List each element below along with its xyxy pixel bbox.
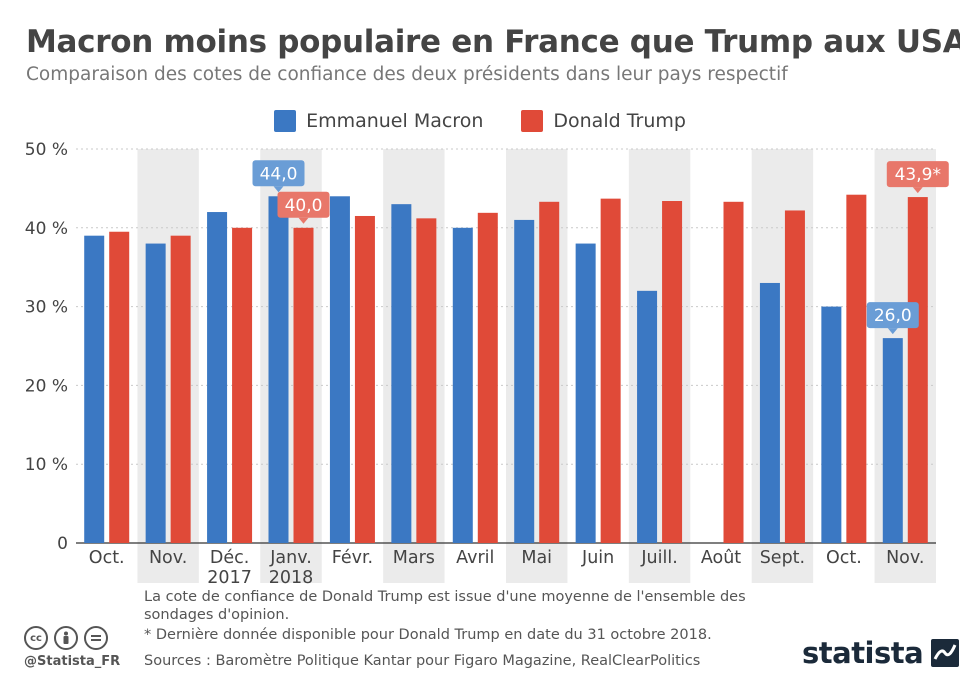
bar-macron — [882, 338, 903, 543]
legend-item-trump: Donald Trump — [521, 110, 686, 132]
x-tick-label: Juin — [581, 548, 614, 568]
x-tick-label: Janv. 2018 — [269, 548, 314, 588]
footnote-asterisk: * Dernière donnée disponible pour Donald… — [144, 627, 712, 643]
bar-macron — [637, 290, 658, 543]
statista-handle: @Statista_FR — [24, 654, 121, 669]
bar-trump — [784, 210, 805, 544]
bar-trump — [354, 215, 375, 544]
bar-macron — [514, 219, 535, 544]
x-tick-label: Sept. — [760, 548, 805, 568]
statista-logo-icon — [931, 639, 960, 667]
bar-macron — [575, 243, 596, 543]
footnote-sources: Sources : Baromètre Politique Kantar pou… — [144, 653, 701, 669]
license-icons: cc — [24, 626, 108, 650]
bar-trump — [539, 201, 560, 543]
footnote-methodology: La cote de confiance de Donald Trump est… — [144, 589, 746, 623]
legend-swatch-macron — [274, 110, 297, 132]
y-tick-label: 40 % — [25, 219, 68, 239]
bar-macron — [84, 235, 105, 543]
nd-icon — [84, 626, 108, 650]
bar-macron — [759, 282, 780, 543]
x-tick-label: Mai — [521, 548, 552, 568]
x-tick-label: Déc. 2017 — [207, 548, 252, 588]
cc-icon: cc — [24, 626, 48, 650]
legend: Emmanuel Macron Donald Trump — [0, 110, 960, 132]
legend-label-trump: Donald Trump — [553, 110, 686, 132]
x-tick-label: Oct. — [89, 548, 125, 568]
by-icon — [54, 626, 78, 650]
x-tick-label: Avril — [456, 548, 494, 568]
legend-swatch-trump — [521, 110, 544, 132]
bar-trump — [723, 201, 744, 543]
data-label: 43,9* — [895, 165, 941, 185]
bar-trump — [109, 231, 130, 544]
y-tick-label: 20 % — [25, 376, 68, 396]
y-tick-label: 30 % — [25, 298, 68, 318]
y-tick-label: 0 — [57, 534, 68, 554]
data-label-pointer — [912, 187, 923, 194]
data-label: 26,0 — [874, 306, 912, 326]
bar-chart: 0 10 % 20 % 30 % 40 % 50 % Oct. Nov. Déc. 2017 Jan… — [25, 140, 949, 588]
bar-macron — [207, 212, 228, 544]
bar-trump — [846, 194, 867, 544]
y-tick-label: 10 % — [25, 455, 68, 475]
bar-trump — [232, 227, 253, 544]
x-tick-label: Nov. — [149, 548, 187, 568]
x-tick-label: Nov. — [886, 548, 924, 568]
bar-macron — [329, 196, 350, 543]
statista-logo[interactable]: statista — [802, 636, 960, 670]
data-label-pointer — [273, 186, 284, 193]
data-label-box — [866, 302, 919, 329]
data-label-box — [277, 191, 330, 218]
chart-subtitle: Comparaison des cotes de confiance des d… — [26, 64, 788, 85]
chart-title: Macron moins populaire en France que Tru… — [26, 24, 960, 60]
x-tick-label: Oct. — [826, 548, 862, 568]
bar-trump — [416, 218, 437, 543]
statista-logo-text: statista — [802, 636, 924, 670]
data-label-pointer — [298, 217, 309, 224]
x-tick-label: Mars — [393, 548, 435, 568]
y-tick-label: 50 % — [25, 140, 68, 160]
data-label-box — [252, 160, 305, 187]
bar-trump — [600, 198, 621, 544]
bar-macron — [821, 306, 842, 543]
x-tick-label: Août — [701, 548, 741, 568]
bar-trump — [170, 235, 191, 543]
x-tick-label: Févr. — [332, 548, 373, 568]
bar-trump — [293, 227, 314, 544]
data-label: 44,0 — [260, 164, 298, 184]
bar-macron — [145, 243, 166, 543]
bar-trump — [907, 197, 928, 543]
data-label: 40,0 — [285, 196, 323, 216]
bar-macron — [452, 227, 473, 544]
legend-item-macron: Emmanuel Macron — [274, 110, 483, 132]
bar-trump — [477, 212, 498, 543]
bar-macron — [391, 204, 412, 543]
data-label-box — [886, 161, 949, 188]
x-tick-label: Juill. — [640, 548, 677, 568]
data-label-pointer — [887, 328, 898, 335]
bar-macron — [268, 196, 289, 543]
legend-label-macron: Emmanuel Macron — [306, 110, 484, 132]
bar-trump — [662, 201, 683, 543]
